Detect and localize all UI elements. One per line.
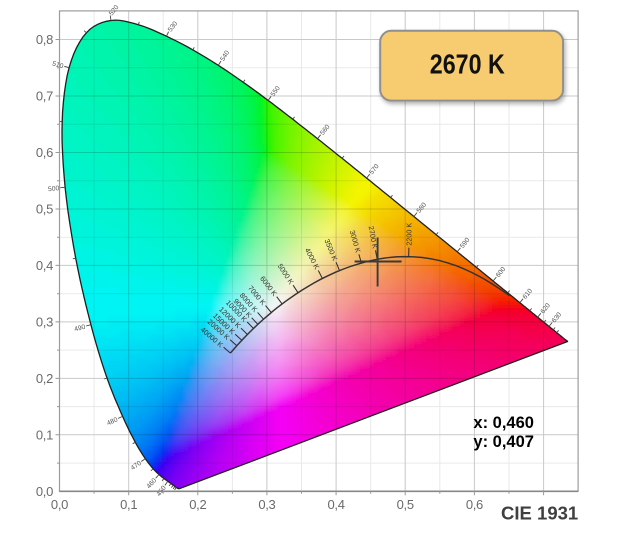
svg-text:510: 510 [51,60,64,70]
svg-text:0,3: 0,3 [258,497,275,512]
svg-text:0,0: 0,0 [51,497,68,512]
svg-text:x: 0,460: x: 0,460 [473,414,534,432]
svg-text:0,7: 0,7 [36,89,53,104]
svg-text:490: 490 [74,324,87,334]
svg-text:0,2: 0,2 [189,497,206,512]
svg-text:2670 K: 2670 K [430,48,505,79]
svg-text:0,5: 0,5 [397,497,414,512]
svg-text:0,4: 0,4 [328,497,345,512]
svg-text:0,6: 0,6 [466,497,483,512]
svg-text:0,4: 0,4 [36,258,53,273]
svg-text:0,6: 0,6 [36,145,53,160]
svg-text:0,1: 0,1 [120,497,137,512]
svg-text:CIE 1931: CIE 1931 [501,502,578,523]
svg-text:y: 0,407: y: 0,407 [473,433,534,451]
svg-text:500: 500 [48,185,60,193]
svg-text:0,2: 0,2 [36,371,53,386]
svg-text:2700 K: 2700 K [367,225,380,249]
svg-text:0,8: 0,8 [36,32,53,47]
svg-text:2200 K: 2200 K [405,223,414,246]
svg-text:0,1: 0,1 [36,427,53,442]
svg-text:0,0: 0,0 [36,484,53,499]
svg-text:0,3: 0,3 [36,314,53,329]
svg-text:480: 480 [106,416,119,427]
svg-text:0,5: 0,5 [36,201,53,216]
